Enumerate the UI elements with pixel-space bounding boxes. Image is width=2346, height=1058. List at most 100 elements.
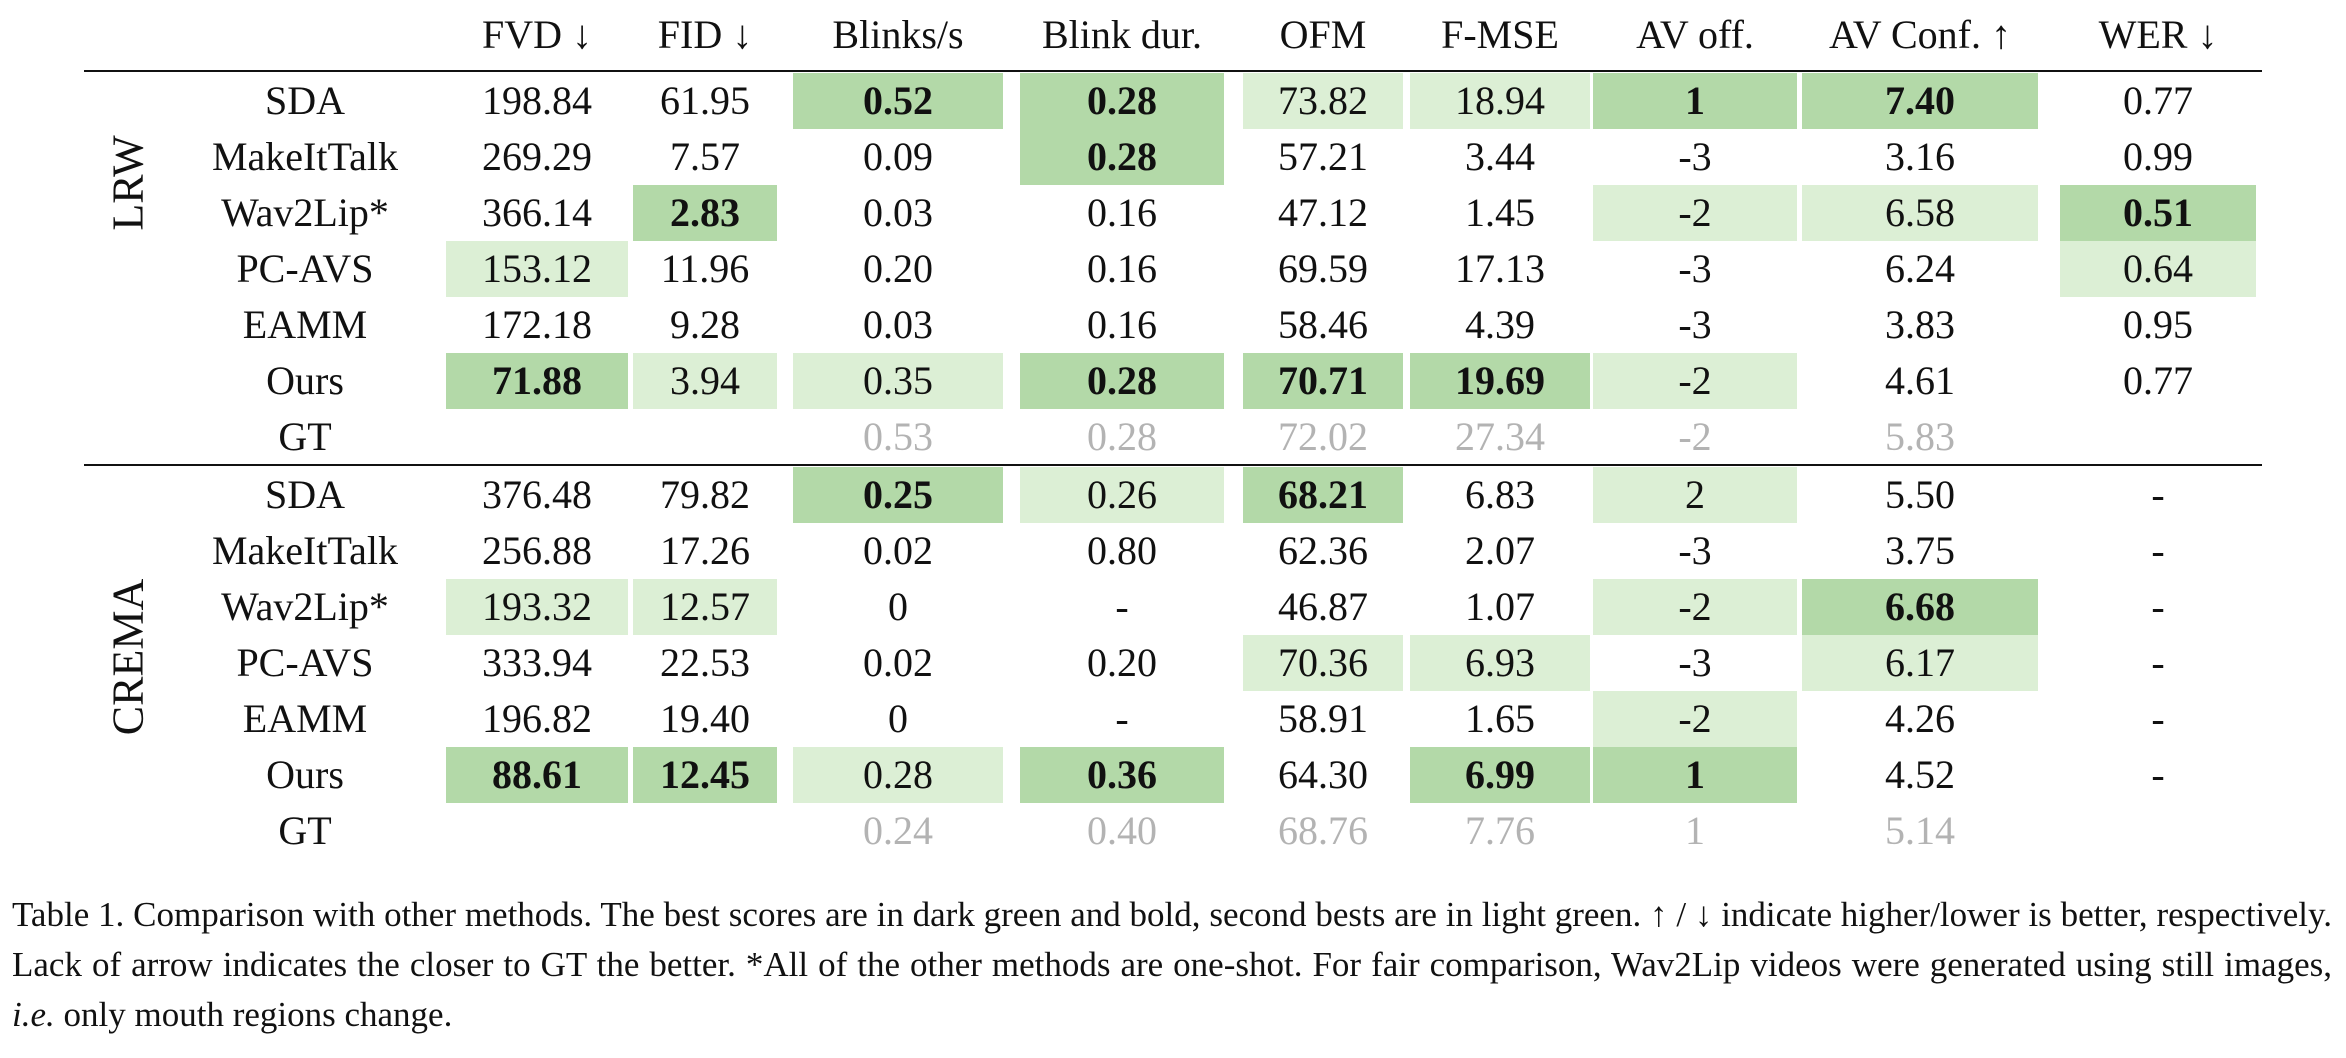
table-cell: 69.59 (1278, 246, 1368, 291)
table-cell (2060, 409, 2256, 465)
column-header: F-MSE (1441, 12, 1559, 57)
table-row: MakeItTalk 256.88 17.26 0.02 0.80 62.36 2.07 -3… (0, 523, 2346, 579)
table-cell: 0.80 (1087, 528, 1157, 573)
table-cell: 9.28 (670, 302, 740, 347)
method-name: SDA (264, 472, 346, 517)
table-cell: 2.83 (633, 185, 777, 241)
table-cell: 0.77 (2123, 358, 2193, 403)
table-cell: 0.03 (863, 190, 933, 235)
method-name: PC-AVS (236, 246, 374, 291)
table-cell: 2 (1593, 467, 1797, 523)
table-cell: 0.16 (1087, 302, 1157, 347)
table-row: SDA 198.84 61.95 0.52 0.28 73.82 18.94 1 7.40 0.7… (0, 73, 2346, 129)
method-name: MakeItTalk (211, 528, 398, 573)
header-rule (84, 70, 2262, 72)
table-cell: 3.83 (1885, 302, 1955, 347)
table-cell: 2.07 (1465, 528, 1535, 573)
table-cell: - (2151, 472, 2165, 517)
table-cell: 0.28 (1020, 129, 1224, 185)
caption-ie: i.e. (12, 995, 55, 1034)
table-cell: 79.82 (660, 472, 750, 517)
table-cell: 0.16 (1087, 246, 1157, 291)
table-cell: 64.30 (1278, 752, 1368, 797)
table-cell: 61.95 (660, 78, 750, 123)
method-name: MakeItTalk (211, 134, 398, 179)
table-cell: 172.18 (482, 302, 592, 347)
caption-text-end: only mouth regions change. (63, 995, 453, 1034)
table-cell: - (2151, 752, 2165, 797)
table-cell: 57.21 (1278, 134, 1368, 179)
table-cell: 70.36 (1243, 635, 1403, 691)
table-cell: 6.93 (1410, 635, 1590, 691)
table-cell: 198.84 (482, 78, 592, 123)
table-cell: - (2151, 584, 2165, 629)
table-cell: -3 (1678, 302, 1712, 347)
table-cell: 62.36 (1278, 528, 1368, 573)
table-cell: 376.48 (482, 472, 592, 517)
table-cell: 7.57 (670, 134, 740, 179)
table-cell: 3.16 (1885, 134, 1955, 179)
table-cell: 17.13 (1455, 246, 1545, 291)
table-cell: 5.14 (1885, 808, 1955, 853)
table-cell: 6.99 (1410, 747, 1590, 803)
table-cell: 0.35 (793, 353, 1003, 409)
table-cell: 0 (888, 584, 908, 629)
table-row: Ours 71.88 3.94 0.35 0.28 70.71 19.69 -2 4.61 0.7… (0, 353, 2346, 409)
table-cell: 58.91 (1278, 696, 1368, 741)
column-header: AV Conf. ↑ (1829, 12, 2011, 57)
column-header: WER ↓ (2098, 12, 2218, 57)
table-cell: - (2151, 696, 2165, 741)
method-name: GT (278, 414, 332, 459)
table-row: MakeItTalk 269.29 7.57 0.09 0.28 57.21 3.44 -3 3… (0, 129, 2346, 185)
table-cell: 0.28 (1020, 353, 1224, 409)
column-header: Blink dur. (1041, 12, 1203, 57)
table-cell: 7.76 (1465, 808, 1535, 853)
table-cell: 7.40 (1802, 73, 2038, 129)
table-cell: - (2151, 640, 2165, 685)
table-cell: 1 (1593, 747, 1797, 803)
table-cell: 153.12 (446, 241, 628, 297)
table-cell (633, 803, 777, 859)
method-name: GT (278, 808, 332, 853)
table-cell: 88.61 (446, 747, 628, 803)
table-cell (633, 409, 777, 465)
table-cell (2060, 803, 2256, 859)
table-cell: 193.32 (446, 579, 628, 635)
table-cell: 6.83 (1465, 472, 1535, 517)
method-name: EAMM (242, 302, 368, 347)
table-row: Wav2Lip* 193.32 12.57 0 - 46.87 1.07 -2 6.68 - (0, 579, 2346, 635)
table-cell: 0.99 (2123, 134, 2193, 179)
table-cell: 1.07 (1465, 584, 1535, 629)
table-cell: 0.28 (1087, 414, 1157, 459)
table-cell: 269.29 (482, 134, 592, 179)
column-header: AV off. (1636, 12, 1754, 57)
table-cell (446, 803, 628, 859)
table-cell: 0.52 (793, 73, 1003, 129)
table-cell: -2 (1593, 579, 1797, 635)
table-cell (446, 409, 628, 465)
table-cell: 4.26 (1885, 696, 1955, 741)
table-cell: 333.94 (482, 640, 592, 685)
table-cell: 196.82 (482, 696, 592, 741)
table-cell: 0.26 (1020, 467, 1224, 523)
method-name: EAMM (242, 696, 368, 741)
table-cell: 1 (1685, 808, 1705, 853)
table-cell: 68.21 (1243, 467, 1403, 523)
table-cell: 19.69 (1410, 353, 1590, 409)
table-cell: -3 (1678, 528, 1712, 573)
table-cell: 19.40 (660, 696, 750, 741)
table-cell: 3.75 (1885, 528, 1955, 573)
table-cell: 22.53 (660, 640, 750, 685)
table-cell: 0.53 (863, 414, 933, 459)
table-cell: 73.82 (1243, 73, 1403, 129)
table-cell: 3.94 (633, 353, 777, 409)
table-cell: 6.58 (1802, 185, 2038, 241)
table-cell: 0.20 (1087, 640, 1157, 685)
method-name: PC-AVS (236, 640, 374, 685)
table-cell: 6.24 (1885, 246, 1955, 291)
table-cell: -3 (1678, 134, 1712, 179)
table-row: Ours 88.61 12.45 0.28 0.36 64.30 6.99 1 4.52 - (0, 747, 2346, 803)
table-cell: 0.20 (863, 246, 933, 291)
table-cell: 6.68 (1802, 579, 2038, 635)
table-cell: -2 (1593, 185, 1797, 241)
